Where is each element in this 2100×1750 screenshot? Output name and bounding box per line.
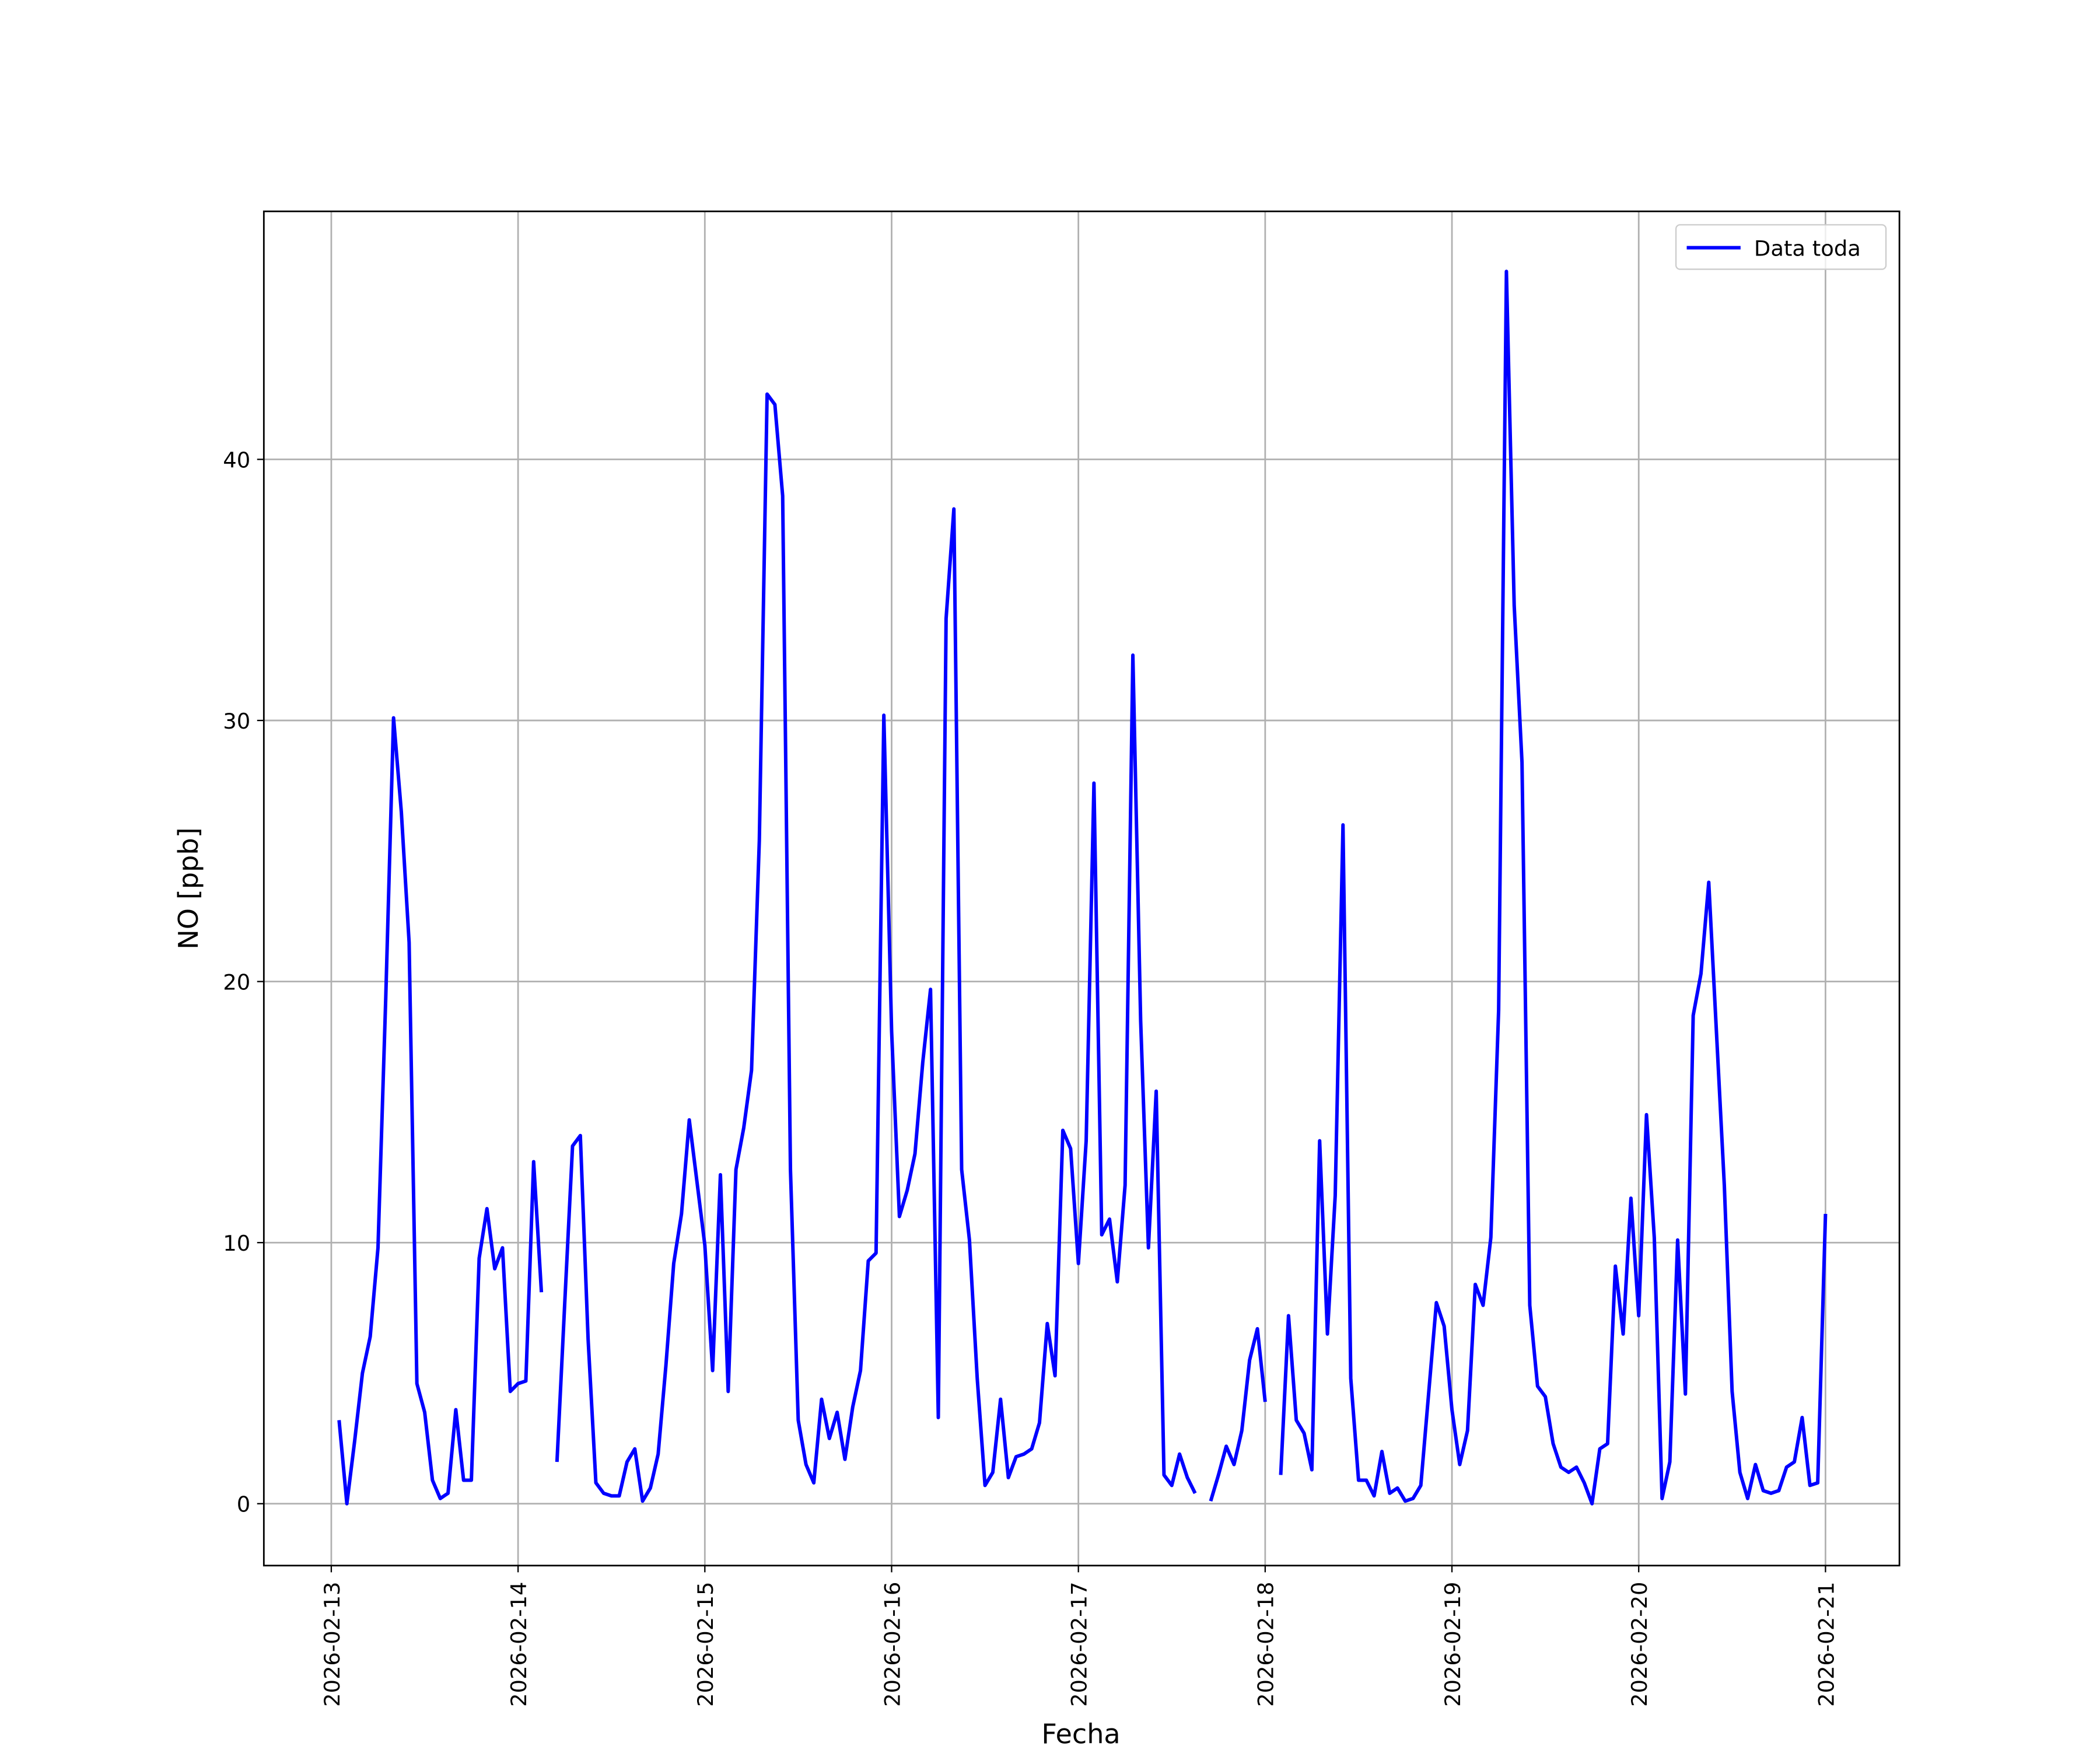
x-tick-label: 2026-02-14 — [506, 1582, 531, 1707]
y-tick-label: 20 — [223, 970, 250, 995]
y-tick-label: 10 — [223, 1231, 250, 1256]
legend-frame — [1675, 224, 1887, 270]
legend: Data toda — [1675, 224, 1887, 270]
legend-label: Data toda — [1754, 236, 1861, 261]
x-tick-label: 2026-02-20 — [1627, 1582, 1652, 1707]
y-axis-label: NO [ppb] — [173, 827, 204, 949]
y-tick-label: 40 — [223, 447, 250, 473]
plot-frame — [262, 210, 1901, 1567]
x-tick-label: 2026-02-21 — [1814, 1582, 1839, 1707]
y-tick-label: 30 — [223, 709, 250, 734]
x-tick-label: 2026-02-13 — [320, 1582, 345, 1707]
y-tick-label: 0 — [237, 1492, 250, 1517]
x-tick-label: 2026-02-16 — [880, 1582, 905, 1707]
x-tick-label: 2026-02-19 — [1440, 1582, 1465, 1707]
x-tick-label: 2026-02-18 — [1254, 1582, 1279, 1707]
x-tick-label: 2026-02-15 — [693, 1582, 718, 1707]
x-axis-label: Fecha — [1041, 1718, 1120, 1749]
x-tick-label: 2026-02-17 — [1067, 1582, 1092, 1707]
data-line — [337, 270, 1828, 1506]
